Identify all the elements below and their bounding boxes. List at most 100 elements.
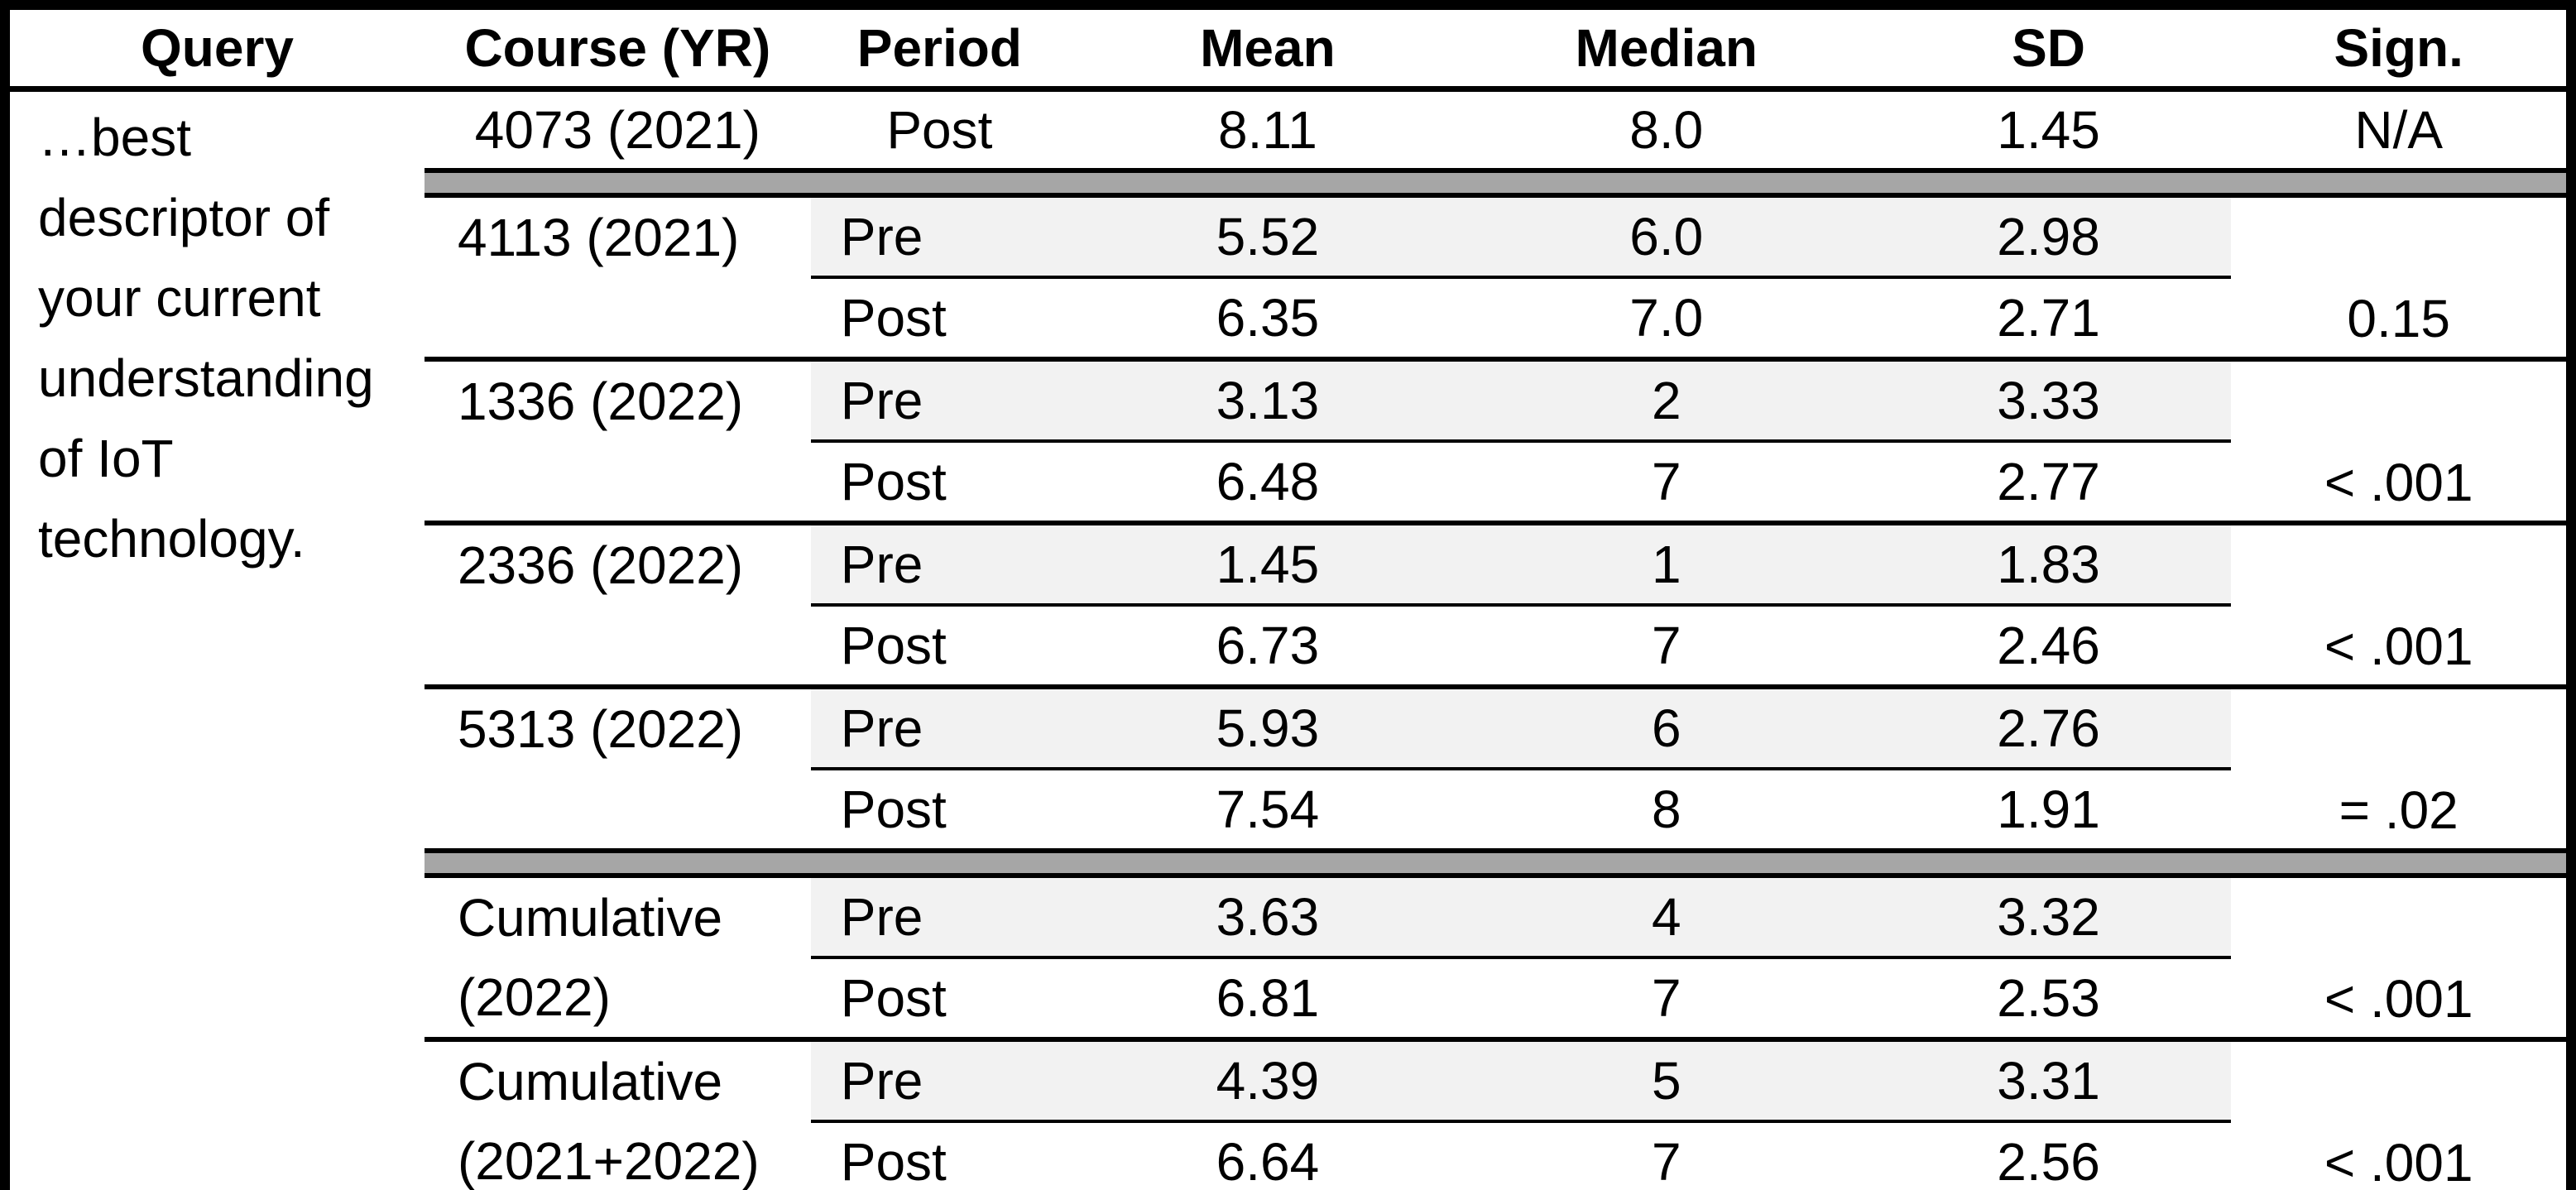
cell-median: 7 bbox=[1466, 605, 1866, 689]
query-line: your current bbox=[38, 267, 321, 328]
cell-period: Pre bbox=[810, 195, 1068, 279]
row-2336-pre: 2336 (2022) Pre 1.45 1 1.83 < .001 bbox=[5, 523, 2571, 689]
cell-sign: < .001 bbox=[2231, 1039, 2571, 1190]
cell-period: Post bbox=[840, 1131, 947, 1190]
sign-value: < .001 bbox=[2324, 453, 2473, 512]
cell-sd: 3.33 bbox=[1865, 359, 2232, 443]
cell-mean: 5.52 bbox=[1067, 195, 1467, 279]
course-line: 2336 (2022) bbox=[457, 535, 744, 595]
row-1336-post: Post 6.48 7 2.77 bbox=[5, 441, 2571, 525]
cell-median: 6.0 bbox=[1466, 195, 1866, 279]
cell-period: Pre bbox=[810, 523, 1068, 607]
cell-period: Post bbox=[810, 605, 1068, 689]
header-period: Period bbox=[810, 5, 1068, 92]
row-2336-post: Post 6.73 7 2.46 bbox=[5, 605, 2571, 689]
sign-value: = .02 bbox=[2339, 780, 2458, 840]
sign-value: < .001 bbox=[2324, 617, 2473, 676]
header-sign: Sign. bbox=[2231, 5, 2571, 92]
cell-sign: = .02 bbox=[2231, 687, 2571, 851]
cell-sd: 2.76 bbox=[1865, 687, 2232, 770]
cell-course: 4073 (2021) bbox=[474, 100, 760, 160]
cell-course: Cumulative (2021+2022) bbox=[425, 1039, 811, 1190]
query-line: of IoT bbox=[38, 428, 174, 488]
separator-band-row bbox=[5, 168, 2571, 198]
cell-period: Post bbox=[840, 780, 947, 839]
query-line: understanding bbox=[38, 348, 374, 408]
cell-sign: < .001 bbox=[2231, 359, 2571, 525]
cell-median: 4 bbox=[1466, 876, 1866, 959]
cell-mean: 3.63 bbox=[1067, 876, 1467, 959]
row-4113-post: Post 6.35 7.0 2.71 bbox=[5, 277, 2571, 362]
row-4113-pre: 4113 (2021) Pre 5.52 6.0 2.98 0.15 bbox=[5, 195, 2571, 362]
cell-mean: 6.81 bbox=[1067, 957, 1467, 1042]
cell-median: 7 bbox=[1466, 957, 1866, 1042]
query-cell: …best descriptor of your current underst… bbox=[5, 89, 425, 1190]
header-query: Query bbox=[5, 5, 425, 92]
row-5313-pre: 5313 (2022) Pre 5.93 6 2.76 = .02 bbox=[5, 687, 2571, 840]
course-line bbox=[458, 605, 811, 684]
query-line: …best bbox=[38, 107, 191, 167]
cell-course: 4113 (2021) bbox=[424, 195, 811, 362]
cell-sd: 2.71 bbox=[1865, 277, 2232, 362]
header-median: Median bbox=[1466, 5, 1866, 92]
course-line bbox=[458, 277, 811, 357]
cell-mean: 6.35 bbox=[1067, 277, 1467, 362]
separator-band bbox=[424, 848, 2571, 878]
cell-period: Post bbox=[810, 441, 1068, 525]
cell-sign: N/A bbox=[2354, 100, 2444, 160]
row-1336-pre: 1336 (2022) Pre 3.13 2 3.33 < .001 bbox=[5, 359, 2571, 525]
cell-period: Pre bbox=[810, 1039, 1068, 1123]
header-course: Course (YR) bbox=[424, 5, 811, 92]
cell-sd: 2.46 bbox=[1865, 605, 2232, 689]
cell-period: Pre bbox=[810, 876, 1068, 959]
separator-band-row bbox=[5, 848, 2571, 878]
cell-median: 1 bbox=[1466, 523, 1866, 607]
cell-median: 7 bbox=[1466, 441, 1866, 525]
sign-value: 0.15 bbox=[2347, 289, 2450, 348]
header-mean: Mean bbox=[1067, 5, 1467, 92]
course-line: Cumulative bbox=[457, 888, 723, 948]
query-line: technology. bbox=[38, 508, 305, 569]
cell-period: Post bbox=[810, 957, 1068, 1042]
course-line: Cumulative bbox=[457, 1052, 723, 1111]
cell-sd: 1.91 bbox=[1997, 780, 2100, 839]
cell-sd: 2.77 bbox=[1865, 441, 2232, 525]
course-line: 5313 (2022) bbox=[457, 699, 744, 759]
cell-median: 7.0 bbox=[1466, 277, 1866, 362]
header-row: Query Course (YR) Period Mean Median SD … bbox=[5, 5, 2571, 92]
course-line: 4113 (2021) bbox=[457, 208, 740, 267]
course-line: (2021+2022) bbox=[457, 1131, 760, 1190]
cell-mean: 6.64 bbox=[1216, 1131, 1320, 1190]
row-4073-post: …best descriptor of your current underst… bbox=[5, 89, 2571, 569]
cell-median: 5 bbox=[1466, 1039, 1866, 1123]
course-line: (2022) bbox=[457, 967, 611, 1027]
cell-sign: < .001 bbox=[2231, 523, 2571, 689]
cell-mean: 4.39 bbox=[1067, 1039, 1467, 1123]
cell-mean: 7.54 bbox=[1216, 780, 1320, 839]
sign-value: < .001 bbox=[2324, 969, 2473, 1029]
query-line: descriptor of bbox=[38, 187, 330, 247]
cell-mean: 5.93 bbox=[1067, 687, 1467, 770]
header-sd: SD bbox=[1865, 5, 2232, 92]
cell-mean: 6.48 bbox=[1067, 441, 1467, 525]
cell-sign: < .001 bbox=[2231, 876, 2571, 1042]
row-cumulative-2021-2022-pre: Cumulative (2021+2022) Pre 4.39 5 3.31 <… bbox=[5, 1039, 2571, 1190]
row-cumulative-2022-post: Post 6.81 7 2.53 bbox=[5, 957, 2571, 1042]
cell-sd: 3.32 bbox=[1865, 876, 2232, 959]
row-cumulative-2021-2022-post: Post 6.64 7 2.56 bbox=[5, 1121, 2571, 1190]
cell-period: Post bbox=[886, 100, 993, 160]
cell-course: 2336 (2022) bbox=[424, 523, 811, 689]
cell-sd: 2.56 bbox=[1997, 1131, 2100, 1190]
cell-mean: 8.11 bbox=[1217, 100, 1317, 160]
sign-value: < .001 bbox=[2324, 1133, 2473, 1190]
course-line: 1336 (2022) bbox=[457, 372, 744, 431]
cell-period: Pre bbox=[810, 359, 1068, 443]
cell-course: 1336 (2022) bbox=[424, 359, 811, 525]
cell-median: 8 bbox=[1651, 780, 1681, 839]
course-line bbox=[458, 441, 811, 521]
cell-median: 2 bbox=[1466, 359, 1866, 443]
course-line bbox=[458, 769, 811, 848]
separator-band bbox=[424, 168, 2571, 198]
